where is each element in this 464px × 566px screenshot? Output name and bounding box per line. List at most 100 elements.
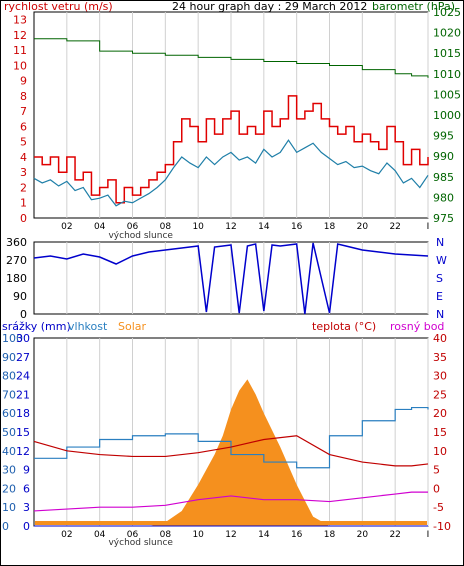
- wind-tick-label: 8: [20, 90, 27, 103]
- humidity-tick-label: 30: [2, 464, 16, 477]
- wind-tick-label: 13: [13, 14, 27, 27]
- wind-x-tick-label: 14: [258, 222, 270, 232]
- rain-tick-label: 15: [16, 426, 30, 439]
- humidity-tick-label: 50: [2, 426, 16, 439]
- wind-x-tick-label: 16: [291, 222, 303, 232]
- pressure-tick-label: 1020: [433, 27, 461, 40]
- compass-tick-label: S: [436, 272, 443, 285]
- humidity-tick-label: 80: [2, 370, 16, 383]
- direction-tick-label: 180: [6, 272, 27, 285]
- weather-x-tick-label: I: [427, 530, 430, 540]
- compass-tick-label: E: [436, 290, 443, 303]
- wind-tick-label: 2: [20, 181, 27, 194]
- pressure-tick-label: 990: [433, 150, 454, 163]
- wind-gust-line: [34, 95, 429, 204]
- direction-tick-label: 90: [13, 290, 27, 303]
- pressure-line: [34, 38, 429, 78]
- wind-x-tick-label: 02: [61, 222, 72, 232]
- humidity-tick-label: 90: [2, 351, 16, 364]
- direction-tick-label: 360: [6, 236, 27, 249]
- rain-tick-label: 6: [23, 482, 30, 495]
- sunrise-label: východ slunce: [108, 231, 173, 241]
- temperature-tick-label: 40: [433, 332, 447, 345]
- compass-tick-label: N: [436, 308, 444, 321]
- wind-x-tick-label: 04: [94, 222, 106, 232]
- pressure-tick-label: 995: [433, 130, 454, 143]
- wind-average-line: [33, 139, 429, 207]
- solar-axis-title: Solar: [118, 320, 147, 333]
- rain-axis-title: srážky (mm): [2, 320, 71, 333]
- pressure-tick-label: 1000: [433, 109, 461, 122]
- sunrise-label-bottom: východ slunce: [108, 538, 173, 548]
- dewpoint-line: [33, 491, 428, 512]
- temperature-tick-label: 5: [433, 464, 440, 477]
- rain-tick-label: 24: [16, 370, 30, 383]
- rain-tick-label: 3: [23, 501, 30, 514]
- wind-tick-label: 1: [20, 197, 27, 210]
- temperature-tick-label: 10: [433, 445, 447, 458]
- humidity-tick-label: 60: [2, 407, 16, 420]
- temperature-tick-label: 30: [433, 370, 447, 383]
- pressure-tick-label: 1010: [433, 68, 461, 81]
- wind-tick-label: 5: [20, 136, 27, 149]
- rain-tick-label: 12: [16, 445, 30, 458]
- pressure-axis-title: barometr (hPa): [372, 0, 455, 13]
- rain-tick-label: 0: [23, 520, 30, 533]
- wind-x-tick-label: 08: [160, 222, 172, 232]
- wind-x-tick-label: 10: [192, 222, 204, 232]
- weather-x-tick-label: 04: [94, 530, 106, 540]
- direction-tick-label: 0: [20, 308, 27, 321]
- compass-tick-label: W: [436, 254, 447, 267]
- temperature-tick-label: 25: [433, 388, 447, 401]
- wind-x-tick-label: 22: [389, 222, 400, 232]
- weather-x-tick-label: 02: [61, 530, 72, 540]
- pressure-tick-label: 1015: [433, 47, 461, 60]
- humidity-tick-label: 70: [2, 388, 16, 401]
- wind-axis-title: rychlost vetru (m/s): [4, 0, 113, 13]
- pressure-tick-label: 985: [433, 171, 454, 184]
- weather-x-tick-label: 08: [160, 530, 172, 540]
- pressure-tick-label: 1025: [433, 6, 461, 19]
- humidity-tick-label: 100: [2, 332, 23, 345]
- wind-tick-label: 10: [13, 59, 27, 72]
- rain-tick-label: 21: [16, 388, 30, 401]
- wind-tick-label: 12: [13, 29, 27, 42]
- graph-title: 24 hour graph day : 29 March 2012: [172, 0, 367, 13]
- pressure-tick-label: 975: [433, 212, 454, 225]
- wind-tick-label: 7: [20, 105, 27, 118]
- weather-x-tick-label: 22: [389, 530, 400, 540]
- weather-x-tick-label: 14: [258, 530, 270, 540]
- humidity-tick-label: 0: [2, 520, 9, 533]
- wind-tick-label: 3: [20, 166, 27, 179]
- temperature-tick-label: 0: [433, 482, 440, 495]
- wind-x-tick-label: 12: [225, 222, 236, 232]
- wind-tick-label: 9: [20, 75, 27, 88]
- pressure-tick-label: 980: [433, 191, 454, 204]
- weather-x-tick-label: 10: [192, 530, 204, 540]
- wind-tick-label: 11: [13, 44, 27, 57]
- humidity-tick-label: 40: [2, 445, 16, 458]
- pressure-tick-label: 1005: [433, 88, 461, 101]
- rain-tick-label: 18: [16, 407, 30, 420]
- wind-tick-label: 4: [20, 151, 27, 164]
- temperature-tick-label: 15: [433, 426, 447, 439]
- weather-x-tick-label: 18: [324, 530, 336, 540]
- wind-x-tick-label: 06: [127, 222, 139, 232]
- solar-baseline-strip: [35, 521, 427, 525]
- wind-tick-label: 6: [20, 120, 27, 133]
- weather-x-tick-label: 12: [225, 530, 236, 540]
- humidity-tick-label: 20: [2, 482, 16, 495]
- temperature-tick-label: -5: [433, 501, 444, 514]
- compass-tick-label: N: [436, 236, 444, 249]
- weather-x-tick-label: 20: [357, 530, 369, 540]
- dewpoint-axis-title: rosný bod: [390, 320, 444, 333]
- humidity-line: [34, 406, 429, 469]
- direction-tick-label: 270: [6, 254, 27, 267]
- weather-x-tick-label: 06: [127, 530, 139, 540]
- temperature-tick-label: -10: [433, 520, 451, 533]
- wind-tick-label: 0: [20, 212, 27, 225]
- wind-x-tick-label: 18: [324, 222, 336, 232]
- temperature-tick-label: 20: [433, 407, 447, 420]
